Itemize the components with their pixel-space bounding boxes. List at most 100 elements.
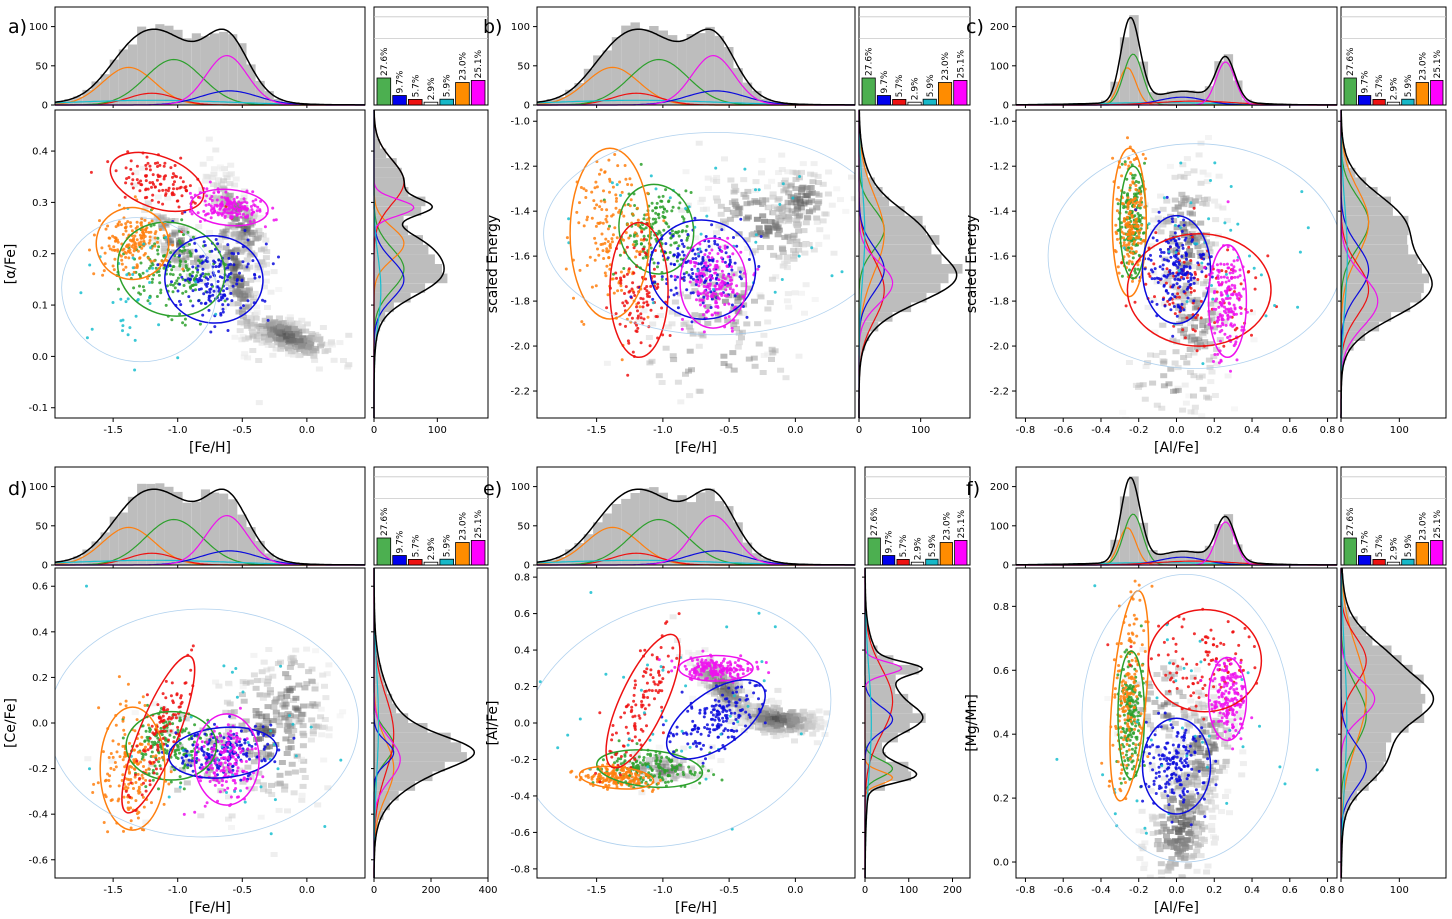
magenta-point bbox=[1212, 307, 1216, 311]
blue-point bbox=[1150, 277, 1154, 281]
density-cell bbox=[254, 262, 262, 268]
density-cell bbox=[1207, 379, 1215, 385]
orange-point bbox=[115, 750, 119, 754]
density-cell bbox=[740, 177, 748, 183]
top-hist-bar bbox=[173, 29, 183, 105]
density-cell bbox=[782, 186, 790, 192]
orange-point bbox=[113, 239, 117, 243]
density-cell bbox=[131, 710, 139, 716]
magenta-point bbox=[1228, 271, 1232, 275]
blue-point bbox=[195, 278, 199, 281]
magenta-ellipse bbox=[189, 188, 269, 227]
red-point bbox=[649, 308, 653, 312]
orange-point bbox=[147, 230, 151, 234]
magenta-point bbox=[1230, 263, 1234, 267]
density-cell bbox=[252, 713, 260, 719]
y-tick-label: -2.2 bbox=[989, 387, 1009, 398]
density-cell bbox=[760, 353, 768, 358]
orange-point bbox=[149, 259, 153, 263]
density-cell bbox=[744, 246, 752, 251]
x-axis-label: [Fe/H] bbox=[189, 440, 231, 456]
magenta-point bbox=[248, 220, 252, 223]
density-cell bbox=[218, 269, 226, 275]
magenta-point bbox=[220, 213, 224, 217]
weight-label: 2.9% bbox=[1390, 77, 1400, 100]
density-cell bbox=[240, 194, 248, 200]
blue-point bbox=[203, 302, 207, 306]
orange-point bbox=[1127, 230, 1131, 234]
density-cell bbox=[802, 282, 810, 288]
orange-point bbox=[610, 214, 614, 218]
green-point bbox=[645, 238, 649, 242]
green-point bbox=[1133, 214, 1137, 218]
blue-point bbox=[701, 301, 705, 305]
density-cell bbox=[177, 237, 185, 243]
green-point bbox=[153, 764, 157, 768]
density-cell bbox=[259, 232, 267, 238]
density-cell bbox=[721, 156, 728, 162]
blue-point bbox=[246, 299, 250, 303]
orange-point bbox=[1117, 271, 1121, 275]
density-cell bbox=[686, 393, 694, 399]
green-point bbox=[675, 259, 679, 263]
magenta-point bbox=[694, 279, 698, 282]
red-point bbox=[639, 312, 643, 316]
magenta-point bbox=[188, 209, 192, 213]
red-point bbox=[191, 200, 195, 204]
density-cell bbox=[237, 320, 245, 326]
red-point bbox=[184, 189, 188, 193]
density-cell bbox=[256, 265, 264, 271]
blue-point bbox=[225, 297, 229, 301]
orange-point bbox=[1131, 279, 1134, 283]
weight-label: 25.1% bbox=[474, 49, 484, 78]
density-cell bbox=[670, 357, 678, 363]
green-point bbox=[171, 283, 175, 287]
blue-point bbox=[232, 252, 236, 256]
density-cell bbox=[1183, 360, 1191, 366]
orange-point bbox=[636, 218, 640, 222]
density-cell bbox=[153, 213, 161, 219]
magenta-point bbox=[715, 287, 719, 291]
red-point bbox=[1250, 333, 1253, 337]
density-cell bbox=[713, 179, 721, 184]
red-point bbox=[125, 177, 129, 181]
red-point bbox=[178, 705, 182, 709]
blue-point bbox=[675, 291, 679, 295]
orange-point bbox=[165, 259, 169, 262]
orange-point bbox=[135, 225, 139, 229]
density-cell bbox=[649, 321, 657, 327]
density-cell bbox=[784, 207, 792, 213]
magenta-point bbox=[1216, 324, 1220, 328]
blue-point bbox=[1175, 314, 1179, 318]
red-point bbox=[180, 211, 184, 215]
density-cell bbox=[765, 225, 772, 231]
density-cell bbox=[1170, 388, 1177, 394]
density-cell bbox=[202, 178, 210, 184]
orange-point bbox=[613, 226, 617, 230]
orange-point bbox=[1135, 221, 1138, 225]
cyan-point bbox=[111, 301, 115, 304]
green-point bbox=[684, 229, 688, 233]
density-cell bbox=[1191, 404, 1199, 410]
density-cell bbox=[225, 727, 232, 733]
orange-point bbox=[606, 227, 610, 231]
density-cell bbox=[755, 341, 763, 347]
green-point bbox=[1143, 161, 1146, 165]
blue-point bbox=[1182, 223, 1186, 227]
orange-point bbox=[592, 199, 596, 203]
magenta-point bbox=[710, 313, 714, 317]
density-cell bbox=[1188, 220, 1196, 226]
right-hist-bar bbox=[374, 206, 422, 216]
blue-point bbox=[669, 288, 673, 292]
magenta-point bbox=[741, 295, 745, 299]
blue-point bbox=[199, 255, 203, 259]
magenta-point bbox=[727, 315, 731, 319]
blue-point bbox=[176, 289, 180, 293]
magenta-point bbox=[715, 301, 719, 305]
density-cell bbox=[238, 307, 246, 313]
density-cell bbox=[785, 304, 793, 310]
density-cell bbox=[798, 290, 805, 296]
density-cell bbox=[253, 337, 261, 343]
red-point bbox=[1164, 281, 1168, 285]
right-hist-bar bbox=[859, 302, 912, 313]
